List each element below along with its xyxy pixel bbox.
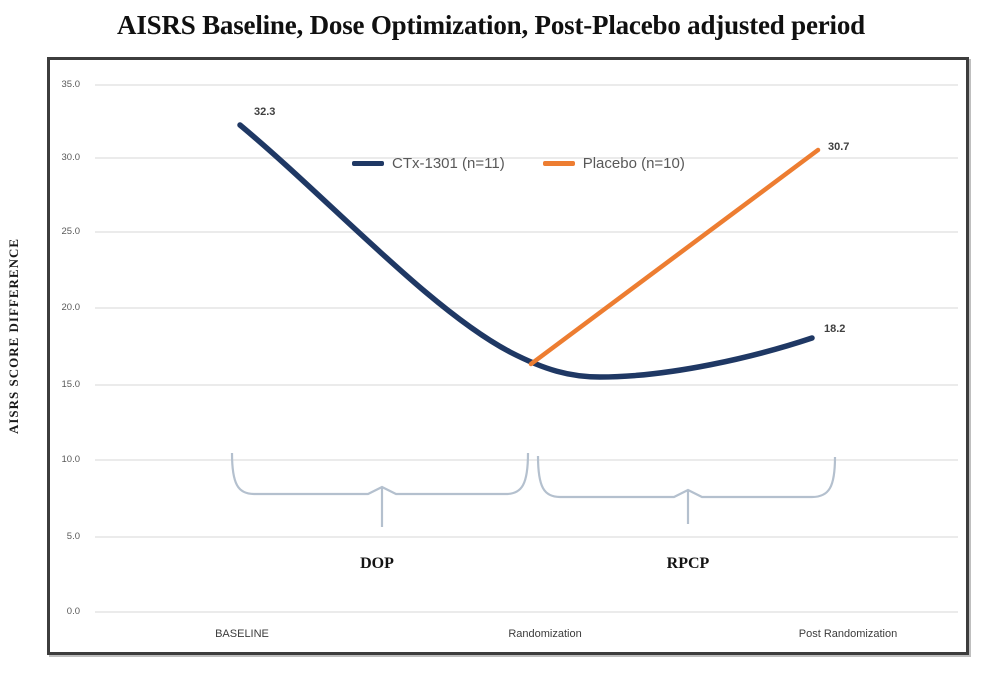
legend-label: Placebo (n=10)	[582, 155, 685, 172]
x-tick-post-randomization: Post Randomization	[798, 628, 898, 640]
phase-label-rpcp: RPCP	[666, 555, 710, 572]
data-label-ctx-baseline: 32.3	[254, 106, 276, 118]
chart-title: AISRS Baseline, Dose Optimization, Post-…	[117, 10, 865, 40]
y-tick-label: 15.0	[61, 379, 81, 390]
y-tick-label: 10.0	[61, 454, 81, 465]
legend: CTx-1301 (n=11) Placebo (n=10)	[352, 155, 685, 172]
y-tick-label: 20.0	[61, 302, 81, 313]
gridline-25	[95, 231, 958, 233]
y-axis-title-text: AISRS SCORE DIFFERENCE	[6, 237, 21, 435]
placebo-line-swatch-icon	[542, 161, 575, 166]
y-tick-label: 5.0	[66, 531, 80, 542]
legend-label: CTx-1301 (n=11)	[392, 155, 505, 172]
ctx-1301-line-swatch-icon	[352, 161, 384, 166]
x-tick-randomization: Randomization	[508, 628, 582, 640]
y-tick-label: 0.0	[66, 606, 80, 617]
gridline-15	[95, 384, 958, 386]
legend-item-placebo: Placebo (n=10)	[542, 155, 685, 172]
data-label-ctx-post: 18.2	[824, 323, 846, 335]
legend-item-ctx-1301: CTx-1301 (n=11)	[352, 155, 505, 172]
x-tick-baseline: BASELINE	[215, 628, 269, 640]
y-tick-label: 25.0	[61, 226, 81, 237]
y-tick-label: 35.0	[61, 79, 81, 90]
data-label-placebo-post: 30.7	[828, 141, 850, 153]
y-tick-label: 30.0	[61, 152, 81, 163]
gridline-0	[95, 611, 958, 613]
gridline-35	[95, 84, 958, 86]
gridline-5	[95, 536, 958, 538]
phase-label-dop: DOP	[360, 555, 394, 572]
gridline-10	[95, 459, 958, 461]
gridline-20	[95, 307, 958, 309]
